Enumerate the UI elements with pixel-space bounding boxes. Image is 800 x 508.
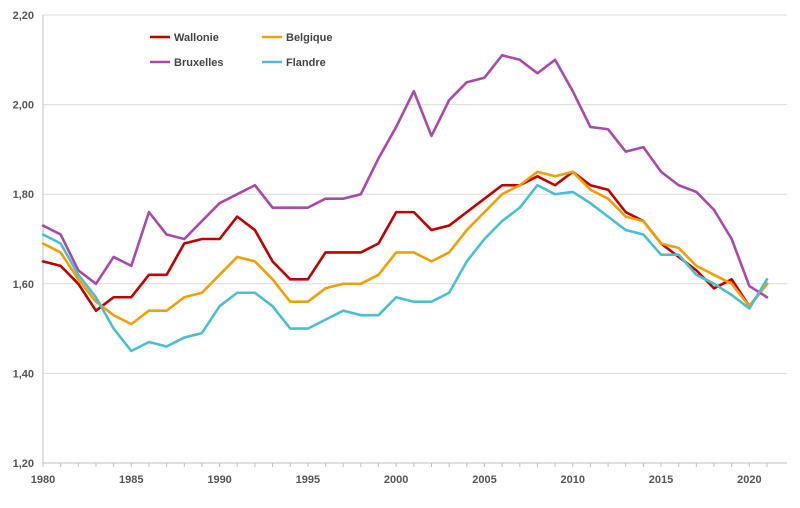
y-tick-label: 2,20 bbox=[13, 10, 34, 22]
x-tick-label: 1995 bbox=[296, 474, 320, 486]
x-tick-label: 2005 bbox=[472, 474, 496, 486]
y-tick-label: 1,80 bbox=[13, 189, 34, 201]
x-axis-ticks: 1980 1985 1990 1995 2000 2005 2010 2015 2020 bbox=[31, 474, 762, 486]
y-axis-ticks: 1,20 1,40 1,60 1,80 2,00 2,20 bbox=[13, 10, 34, 470]
y-tick-label: 1,60 bbox=[13, 279, 34, 291]
x-tick-label: 2020 bbox=[737, 474, 761, 486]
x-tick-label: 2015 bbox=[649, 474, 673, 486]
legend: Wallonie Belgique Bruxelles Flandre bbox=[150, 32, 332, 69]
x-tick-label: 2000 bbox=[384, 474, 408, 486]
x-tick-label: 1980 bbox=[31, 474, 55, 486]
x-tick-label: 1990 bbox=[207, 474, 231, 486]
legend-label-belgique: Belgique bbox=[286, 32, 332, 44]
series-line-bruxelles bbox=[41, 54, 769, 299]
y-tick-label: 2,00 bbox=[13, 100, 34, 112]
gridlines bbox=[42, 14, 787, 467]
x-tick-label: 1985 bbox=[119, 474, 143, 486]
y-tick-label: 1,20 bbox=[13, 458, 34, 470]
series-line-flandre bbox=[41, 183, 769, 353]
legend-label-wallonie: Wallonie bbox=[174, 32, 219, 44]
y-tick-label: 1,40 bbox=[13, 368, 34, 380]
series-line-belgique bbox=[41, 170, 769, 326]
series-lines bbox=[41, 54, 769, 353]
legend-label-bruxelles: Bruxelles bbox=[174, 57, 224, 69]
x-tick-label: 2010 bbox=[561, 474, 585, 486]
legend-label-flandre: Flandre bbox=[286, 57, 326, 69]
